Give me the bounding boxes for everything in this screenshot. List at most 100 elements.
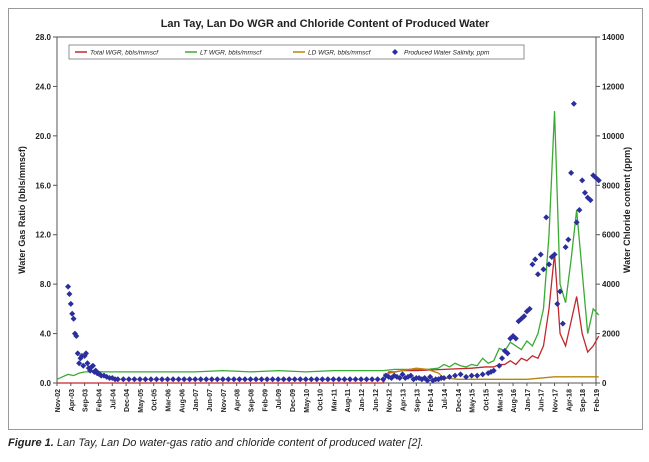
- x-tick-label: Jan-17: [525, 389, 532, 411]
- salinity-point: [225, 376, 232, 383]
- salinity-point: [192, 376, 199, 383]
- figure-caption-text: Lan Tay, Lan Do water-gas ratio and chlo…: [56, 437, 424, 449]
- salinity-point: [170, 376, 177, 383]
- salinity-point: [175, 376, 182, 383]
- series-layer: [56, 100, 602, 384]
- salinity-point: [576, 207, 583, 213]
- salinity-point: [499, 355, 506, 362]
- salinity-point: [153, 376, 160, 383]
- salinity-point: [440, 375, 447, 382]
- figure-caption-label: Figure 1.: [8, 437, 54, 449]
- x-tick-label: Nov-02: [55, 389, 62, 412]
- y2-tick-label: 6000: [602, 231, 620, 240]
- salinity-point: [490, 367, 497, 374]
- x-tick-label: May-15: [470, 389, 477, 413]
- x-tick-label: Jun-17: [539, 389, 546, 412]
- salinity-point: [526, 305, 533, 312]
- salinity-point: [396, 375, 403, 382]
- x-tick-label: Oct-10: [318, 389, 325, 411]
- salinity-point: [335, 376, 342, 383]
- salinity-point: [65, 283, 72, 290]
- salinity-point: [407, 372, 414, 379]
- salinity-point: [302, 376, 309, 383]
- salinity-point: [463, 373, 470, 380]
- figure-caption: Figure 1. Lan Tay, Lan Do water-gas rati…: [8, 437, 638, 449]
- salinity-point: [258, 376, 265, 383]
- y2-tick-label: 14000: [602, 33, 625, 42]
- salinity-point: [297, 376, 304, 383]
- chart-title: Lan Tay, Lan Do WGR and Chloride Content…: [161, 18, 490, 30]
- salinity-point: [147, 376, 154, 383]
- y-tick-label: 24.0: [35, 82, 51, 91]
- salinity-point: [114, 376, 121, 383]
- salinity-point: [573, 219, 580, 226]
- x-tick-label: Jan-07: [193, 389, 200, 411]
- salinity-point: [241, 376, 248, 383]
- salinity-point: [452, 372, 459, 379]
- salinity-point: [363, 376, 370, 383]
- salinity-point: [568, 169, 575, 176]
- salinity-point: [236, 376, 243, 383]
- x-tick-label: Sep-03: [83, 389, 90, 412]
- salinity-point: [70, 315, 77, 322]
- salinity-point: [554, 300, 561, 307]
- salinity-point: [67, 300, 74, 307]
- y-tick-label: 28.0: [35, 33, 51, 42]
- salinity-point: [197, 376, 204, 383]
- y-tick-label: 16.0: [35, 181, 51, 190]
- salinity-point: [559, 320, 566, 327]
- chart: Lan Tay, Lan Do WGR and Chloride Content…: [17, 18, 632, 413]
- salinity-point: [264, 376, 271, 383]
- salinity-point: [546, 261, 553, 268]
- salinity-point: [84, 360, 91, 367]
- salinity-point: [581, 189, 588, 196]
- x-tick-label: Oct-05: [152, 389, 159, 411]
- y-axis-right: 0 2000 4000 6000 8000 10000 12000 14000: [596, 33, 625, 388]
- salinity-point: [446, 373, 453, 380]
- salinity-point: [203, 376, 210, 383]
- x-tick-label: Feb-04: [96, 389, 103, 412]
- salinity-point: [83, 350, 90, 357]
- x-tick-label: Aug-06: [179, 389, 186, 413]
- x-tick-label: Oct-15: [483, 389, 490, 411]
- legend-label: LD WGR, bbls/mmscf: [308, 50, 372, 57]
- salinity-point: [358, 376, 365, 383]
- salinity-point: [595, 177, 602, 184]
- salinity-point: [504, 350, 511, 357]
- y-tick-label: 8.0: [40, 280, 52, 289]
- salinity-point: [136, 376, 143, 383]
- x-tick-label: Jun-07: [207, 389, 214, 412]
- salinity-point: [89, 362, 96, 369]
- y2-tick-label: 8000: [602, 181, 620, 190]
- x-tick-label: May-10: [304, 389, 311, 413]
- x-tick-label: Apr-13: [401, 389, 408, 411]
- series-line-1: [56, 111, 600, 380]
- x-tick-label: Sep-08: [248, 389, 255, 412]
- salinity-point: [308, 376, 315, 383]
- salinity-point: [319, 376, 326, 383]
- x-axis: Nov-02 Apr-03 Sep-03 Feb-04 Jul-04 Dec-04 May-…: [55, 383, 601, 413]
- x-tick-label: Aug-11: [345, 389, 352, 412]
- x-tick-label: Feb-19: [594, 389, 601, 412]
- salinity-point: [534, 271, 541, 278]
- x-tick-label: Nov-17: [553, 389, 560, 412]
- x-tick-label: Jul-14: [442, 389, 449, 409]
- x-tick-label: Dec-04: [124, 389, 131, 412]
- x-tick-label: Nov-12: [387, 389, 394, 412]
- salinity-point: [181, 376, 188, 383]
- x-tick-label: Mar-06: [166, 389, 173, 412]
- series-line-2: [383, 367, 599, 380]
- series-line-0: [57, 253, 600, 384]
- salinity-point: [479, 371, 486, 378]
- salinity-point: [253, 376, 260, 383]
- salinity-point: [399, 371, 406, 378]
- salinity-point: [474, 372, 481, 379]
- salinity-point: [537, 251, 544, 258]
- y-tick-label: 20.0: [35, 132, 51, 141]
- legend-label: LT WGR, bbls/mmscf: [200, 50, 262, 57]
- salinity-point: [532, 256, 539, 263]
- y-tick-label: 4.0: [40, 330, 52, 339]
- salinity-point: [159, 376, 166, 383]
- salinity-point: [587, 197, 594, 204]
- salinity-point: [324, 376, 331, 383]
